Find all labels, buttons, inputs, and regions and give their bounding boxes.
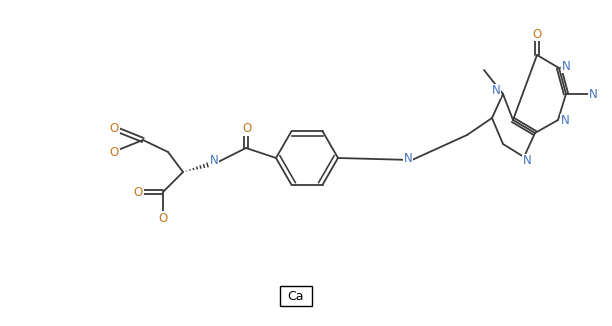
Bar (280, 286, 312, 306)
Text: N: N (523, 155, 531, 168)
Text: O: O (532, 27, 542, 40)
Text: N: N (562, 60, 570, 72)
Text: N: N (561, 114, 569, 127)
Text: N: N (589, 87, 597, 100)
Text: O: O (159, 212, 168, 225)
Text: O: O (242, 123, 252, 136)
Text: N: N (210, 155, 218, 168)
Text: N: N (491, 84, 501, 97)
Text: Ca: Ca (288, 289, 304, 303)
Text: O: O (110, 145, 119, 158)
Text: O: O (133, 185, 143, 199)
Text: O: O (110, 122, 119, 135)
Text: N: N (404, 153, 412, 166)
